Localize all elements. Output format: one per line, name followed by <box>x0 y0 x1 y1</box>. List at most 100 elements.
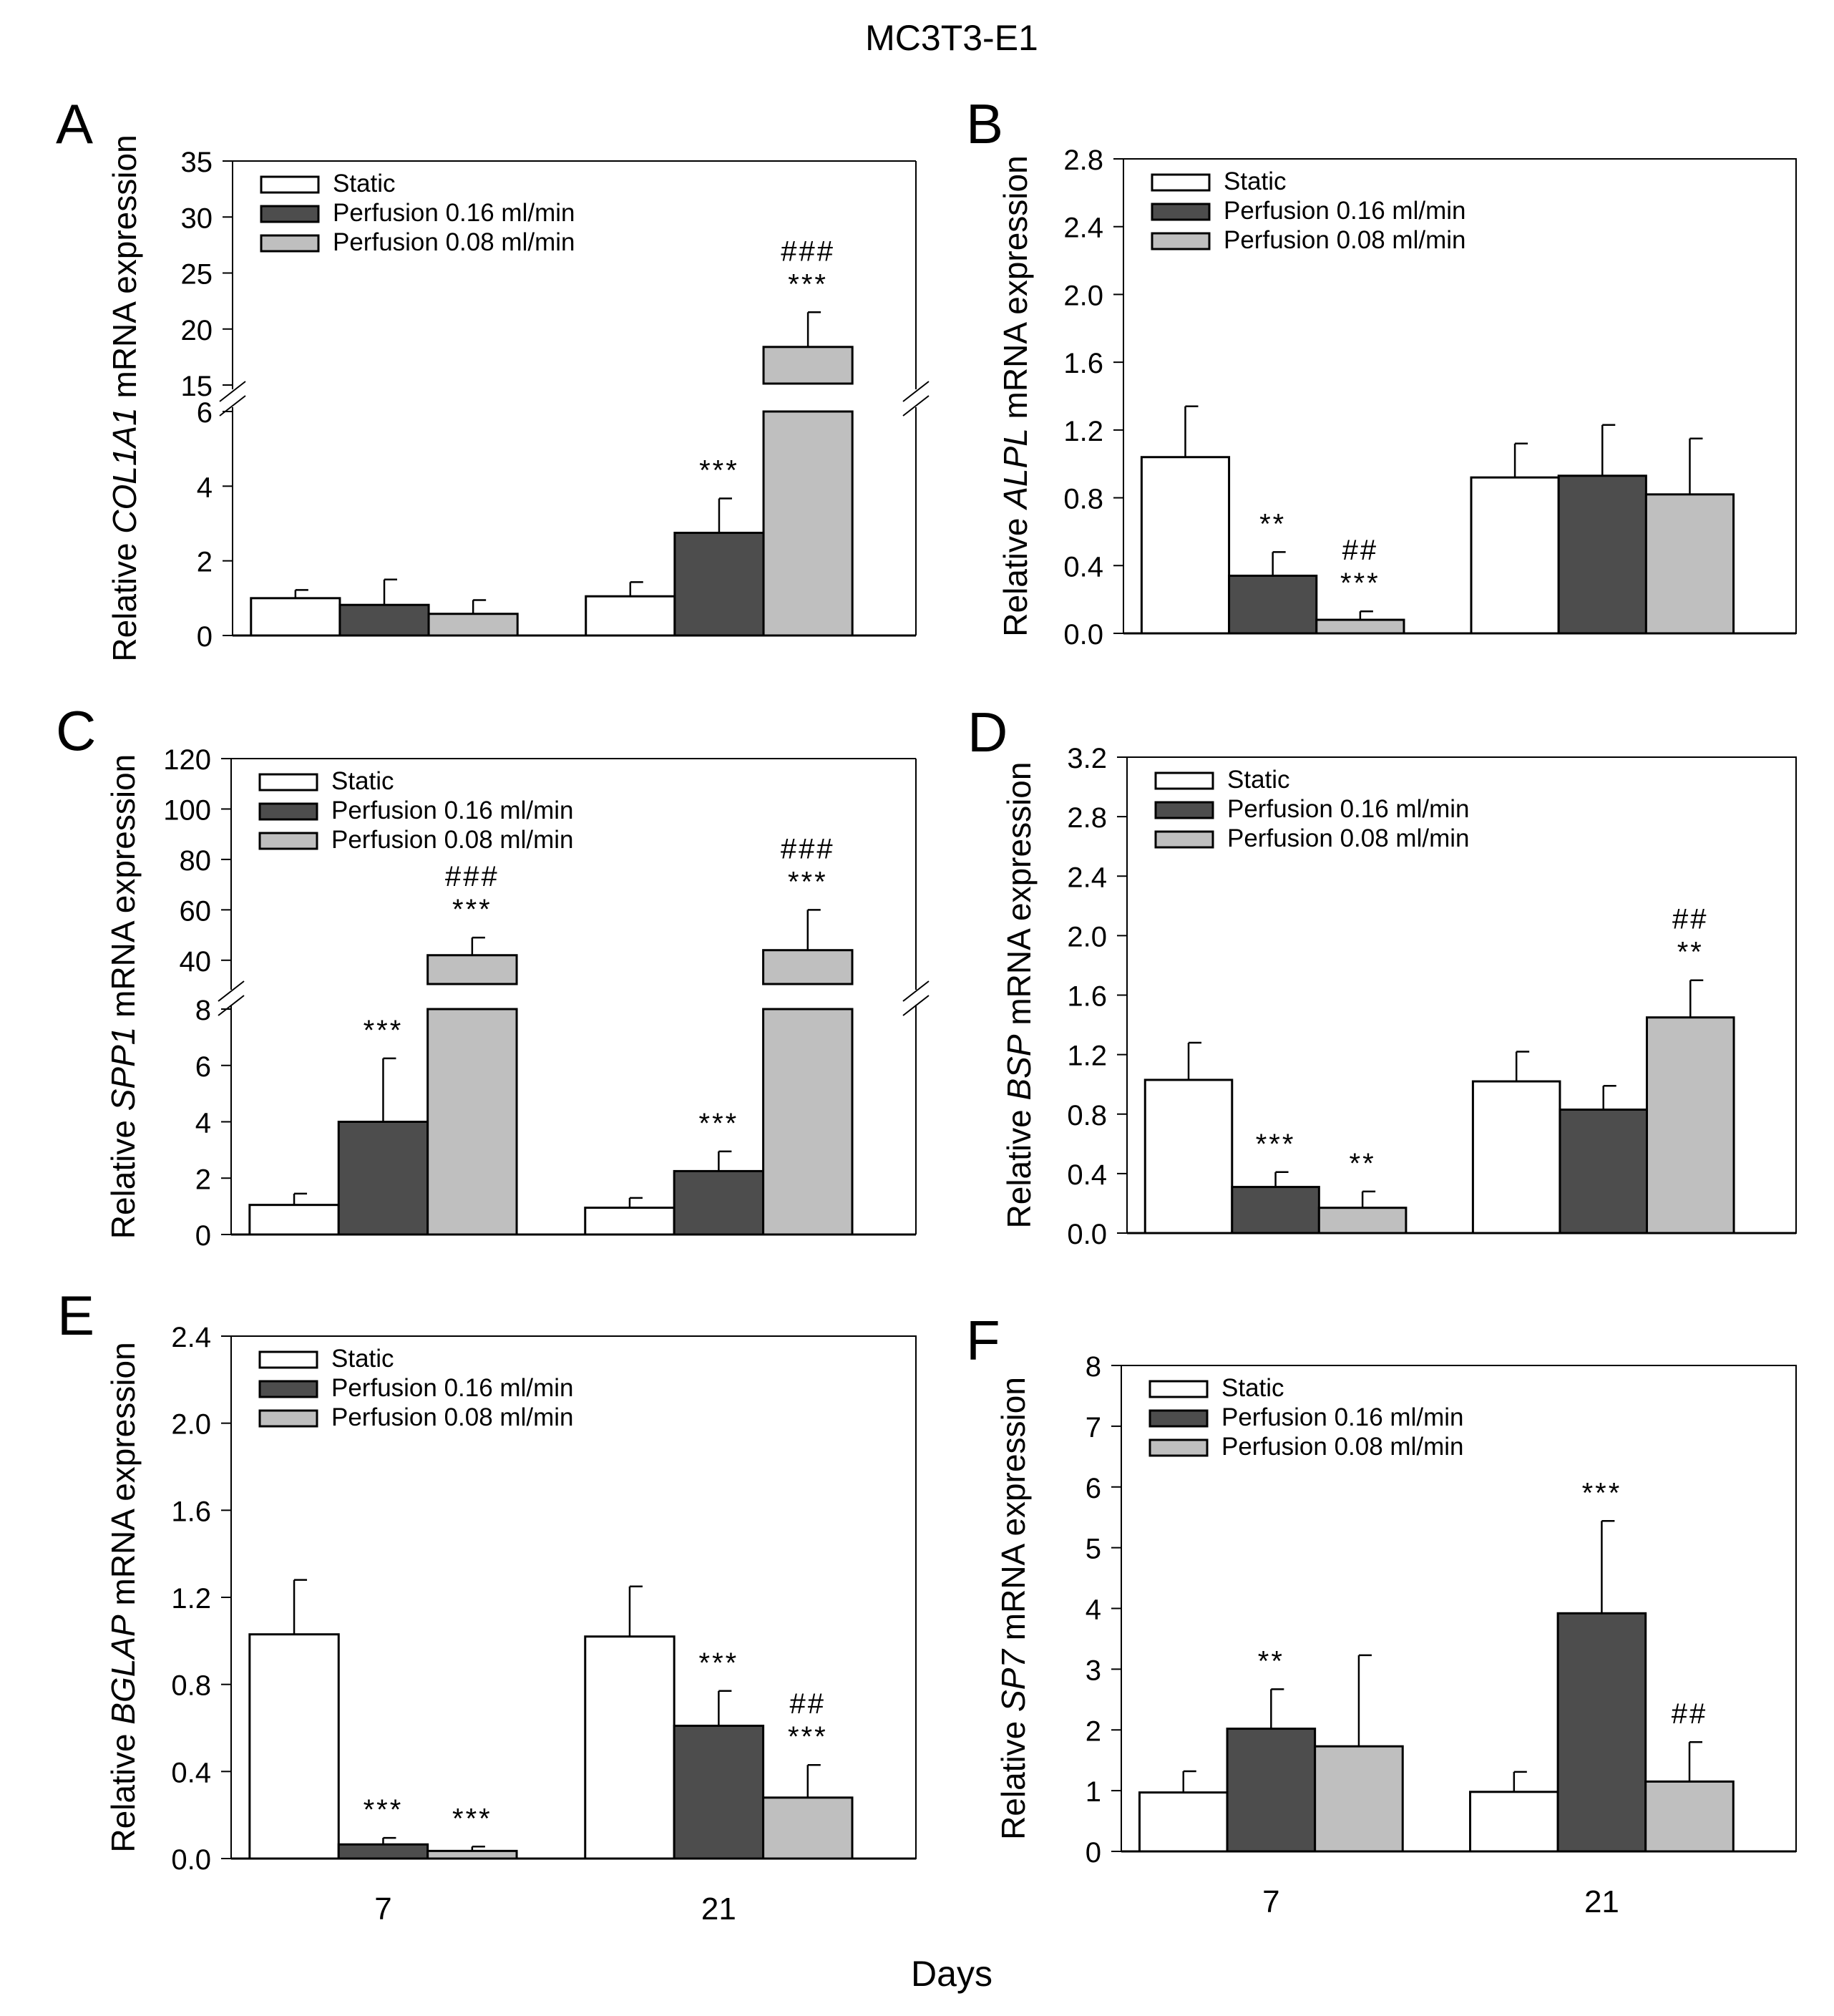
x-tick-label: 7 <box>1262 1884 1279 1919</box>
y-tick-label: 25 <box>181 259 213 291</box>
bar <box>250 597 341 637</box>
bar <box>1471 1080 1561 1235</box>
significance-marker: *** <box>1340 568 1380 599</box>
panel-c: C 0 2 4 6 8 40 60 80 100 120 Relative SPP1 mRNA exp… <box>56 699 930 1252</box>
y-tick-label: 0.4 <box>171 1757 211 1788</box>
y-axis-label: Relative BGLAP mRNA expression <box>104 1342 142 1852</box>
legend-swatch <box>1148 1438 1209 1457</box>
bar <box>1228 574 1318 635</box>
y-axis-label-gene: SP7 <box>995 1649 1032 1712</box>
y-tick-label: 120 <box>163 744 211 776</box>
axis-break-mark <box>219 395 246 417</box>
significance-marker: *** <box>364 1015 404 1046</box>
y-axis-label-gene: ALPL <box>997 428 1034 511</box>
bar <box>673 1724 765 1860</box>
bar <box>1645 1016 1735 1235</box>
bar <box>426 1849 518 1860</box>
y-tick-label: 40 <box>180 946 212 978</box>
y-tick-label: 1.6 <box>1063 348 1103 379</box>
panel-letter: A <box>56 92 93 155</box>
y-tick-label: 5 <box>1086 1534 1101 1565</box>
y-tick-label: 0 <box>197 621 213 653</box>
significance-marker: ** <box>1258 1645 1284 1677</box>
axis-break-mark <box>219 381 246 402</box>
significance-marker: *** <box>364 1794 404 1826</box>
significance-marker: ### <box>781 235 835 267</box>
panel-a: A 0 2 4 615 20 25 30 35 Relative COL1A1 mRNA expr… <box>56 92 930 662</box>
legend-swatch <box>1148 1380 1209 1398</box>
panel-e: E 0.0 0.4 0.8 1.2 1.6 2.0 2.4 Relative BGLAP mRN… <box>57 1284 917 1927</box>
y-tick-label: 0.0 <box>171 1844 211 1876</box>
legend-label: Static <box>331 1345 394 1373</box>
y-tick-label: 1.6 <box>171 1496 211 1527</box>
y-axis-label-gene: COL1A1 <box>106 407 143 533</box>
bar <box>762 410 854 637</box>
legend-label: Static <box>1224 167 1287 195</box>
y-axis-label-prefix: Relative <box>106 534 143 662</box>
y-tick-label: 1.2 <box>171 1583 211 1615</box>
y-tick-label: 3 <box>1086 1655 1101 1686</box>
legend-swatch <box>258 1380 318 1398</box>
significance-marker: ** <box>1350 1148 1376 1179</box>
bar <box>248 1204 340 1236</box>
panel-letter: D <box>967 701 1008 764</box>
y-axis-label-suffix: mRNA expression <box>995 1377 1032 1650</box>
legend-swatch <box>1154 830 1214 849</box>
legend-label: Perfusion 0.16 ml/min <box>333 199 575 227</box>
legend-label: Perfusion 0.08 ml/min <box>1224 226 1465 254</box>
axis-break-mark <box>902 980 930 1002</box>
significance-marker: ## <box>1672 1698 1708 1730</box>
bar <box>1317 1207 1408 1235</box>
bar <box>337 1121 429 1236</box>
y-tick-label: 0 <box>195 1220 211 1252</box>
y-tick-label: 60 <box>180 895 212 927</box>
x-tick-label: 21 <box>701 1891 736 1927</box>
legend-swatch <box>1154 771 1214 790</box>
legend-swatch <box>1151 173 1211 192</box>
y-axis-label-suffix: mRNA expression <box>104 1342 142 1615</box>
y-tick-label: 2.8 <box>1067 802 1107 834</box>
y-axis-label: Relative SPP1 mRNA expression <box>104 754 142 1240</box>
bar <box>1226 1728 1317 1853</box>
y-axis-label: Relative BSP mRNA expression <box>1000 762 1038 1229</box>
legend-swatch <box>258 832 318 850</box>
bar <box>584 1207 675 1236</box>
legend-label: Perfusion 0.16 ml/min <box>331 797 573 824</box>
y-axis-label: Relative ALPL mRNA expression <box>997 155 1034 636</box>
panel-letter: F <box>966 1309 1000 1372</box>
bar <box>1138 1791 1229 1853</box>
axis-break-mark <box>218 980 245 1002</box>
panel-b: B 0.0 0.4 0.8 1.2 1.6 2.0 2.4 2.8 Relative ALPL m… <box>966 92 1797 651</box>
y-tick-label: 0.8 <box>1067 1100 1107 1131</box>
axis-break-mark <box>218 995 245 1016</box>
bar <box>762 1796 854 1860</box>
legend-label: Static <box>331 767 394 795</box>
legend-swatch <box>1154 801 1214 819</box>
legend-label: Perfusion 0.08 ml/min <box>1227 824 1469 852</box>
y-tick-label: 1 <box>1086 1776 1101 1808</box>
y-tick-label: 30 <box>181 203 213 234</box>
legend-swatch <box>260 205 320 223</box>
legend-label: Static <box>333 170 396 198</box>
bar <box>1556 1612 1647 1853</box>
bar <box>1315 618 1405 635</box>
panel-d: D 0.0 0.4 0.8 1.2 1.6 2.0 2.4 2.8 3.2 Relative BSP… <box>967 701 1797 1250</box>
y-tick-label: 2 <box>195 1164 211 1195</box>
y-axis-label-prefix: Relative <box>995 1712 1032 1840</box>
y-tick-label: 8 <box>1086 1351 1101 1383</box>
significance-marker: ** <box>1259 508 1286 540</box>
significance-marker: *** <box>699 1647 739 1679</box>
legend-swatch <box>1151 203 1211 221</box>
bar <box>426 1008 518 1236</box>
bar <box>248 1633 340 1860</box>
y-tick-label: 1.2 <box>1063 416 1103 447</box>
bar <box>427 613 519 637</box>
significance-marker: ### <box>445 861 499 892</box>
significance-marker: *** <box>699 455 739 487</box>
bar <box>1470 476 1560 635</box>
legend-swatch <box>258 773 318 792</box>
axis-break-mark <box>902 381 930 402</box>
y-tick-label: 3.2 <box>1067 743 1107 774</box>
